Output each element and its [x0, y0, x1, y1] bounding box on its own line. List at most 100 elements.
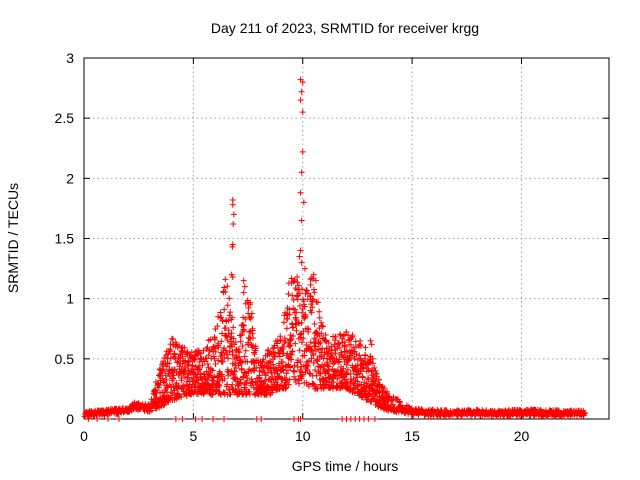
- data-point: [372, 367, 379, 374]
- data-point: [218, 314, 225, 321]
- data-point: [192, 416, 199, 422]
- grid: [84, 58, 609, 419]
- data-point: [362, 344, 369, 351]
- data-point: [297, 247, 304, 254]
- data-point: [313, 357, 320, 364]
- data-point: [166, 360, 173, 367]
- data-point: [352, 338, 359, 345]
- data-point: [296, 253, 303, 260]
- data-point: [298, 88, 305, 95]
- data-point: [249, 335, 256, 342]
- data-point: [204, 361, 211, 368]
- x-tick-label: 20: [514, 428, 530, 444]
- data-point: [313, 372, 320, 379]
- data-point: [373, 370, 380, 377]
- data-point: [205, 337, 212, 344]
- data-point: [169, 375, 176, 382]
- data-point: [158, 369, 165, 376]
- data-point: [229, 243, 236, 250]
- data-point: [105, 416, 112, 422]
- x-tick-label: 15: [404, 428, 420, 444]
- data-point: [232, 347, 239, 354]
- data-point: [322, 382, 329, 389]
- data-point: [458, 413, 465, 420]
- data-point: [325, 340, 332, 347]
- data-point: [296, 290, 303, 297]
- data-point: [314, 358, 321, 365]
- data-point: [171, 351, 178, 358]
- data-point: [289, 348, 296, 355]
- data-point: [175, 383, 182, 390]
- data-point: [229, 314, 236, 321]
- data-point: [388, 397, 395, 404]
- data-point: [224, 283, 231, 290]
- data-point: [312, 366, 319, 373]
- data-point: [292, 340, 299, 347]
- data-point: [235, 348, 242, 355]
- data-point: [304, 296, 311, 303]
- data-point: [167, 355, 174, 362]
- data-point: [309, 297, 316, 304]
- data-point: [333, 355, 340, 362]
- data-point: [315, 340, 322, 347]
- data-point: [221, 354, 228, 361]
- data-point: [286, 306, 293, 313]
- data-point: [287, 332, 294, 339]
- data-point: [231, 368, 238, 375]
- data-point: [184, 363, 191, 370]
- data-point: [318, 322, 325, 329]
- y-tick-label: 0: [66, 411, 74, 427]
- data-point: [353, 351, 360, 358]
- y-tick-label: 2: [66, 170, 74, 186]
- data-point: [295, 320, 302, 327]
- data-point: [215, 357, 222, 364]
- data-point: [332, 350, 339, 357]
- data-point: [241, 283, 248, 290]
- data-point: [386, 393, 393, 400]
- data-point: [148, 407, 155, 414]
- y-tick-label: 3: [66, 50, 74, 66]
- data-point: [285, 291, 292, 298]
- data-point: [155, 384, 162, 391]
- data-point: [293, 309, 300, 316]
- data-point: [343, 370, 350, 377]
- data-point: [352, 344, 359, 351]
- data-point: [381, 385, 388, 392]
- data-point: [278, 375, 285, 382]
- data-point: [221, 306, 228, 313]
- data-point: [310, 352, 317, 359]
- data-point: [207, 369, 214, 376]
- data-point: [298, 169, 305, 176]
- data-point: [151, 386, 158, 393]
- data-point: [173, 341, 180, 348]
- axis-ticks: 0 0.5 1 1.5 2 2.5 3 0 5 10 15 20: [55, 50, 609, 444]
- data-point: [347, 341, 354, 348]
- data-point: [236, 349, 243, 356]
- data-point: [269, 389, 276, 396]
- data-point: [198, 385, 205, 392]
- data-point: [334, 375, 341, 382]
- data-point: [248, 376, 255, 383]
- data-point: [242, 347, 249, 354]
- data-point: [229, 381, 236, 388]
- data-point: [238, 386, 245, 393]
- data-point: [172, 416, 179, 422]
- data-point: [371, 364, 378, 371]
- data-point: [310, 360, 317, 367]
- data-point: [178, 393, 185, 400]
- data-point: [240, 289, 247, 296]
- data-point: [295, 377, 302, 384]
- data-point: [284, 315, 291, 322]
- data-point: [233, 352, 240, 359]
- data-point: [298, 339, 305, 346]
- data-point: [310, 296, 317, 303]
- data-point: [332, 372, 339, 379]
- data-point: [356, 352, 363, 359]
- data-point: [221, 375, 228, 382]
- data-point: [228, 330, 235, 337]
- data-point: [250, 342, 257, 349]
- y-tick-label: 1.5: [55, 231, 75, 247]
- data-point: [341, 331, 348, 338]
- data-point: [379, 383, 386, 390]
- data-point: [230, 211, 237, 218]
